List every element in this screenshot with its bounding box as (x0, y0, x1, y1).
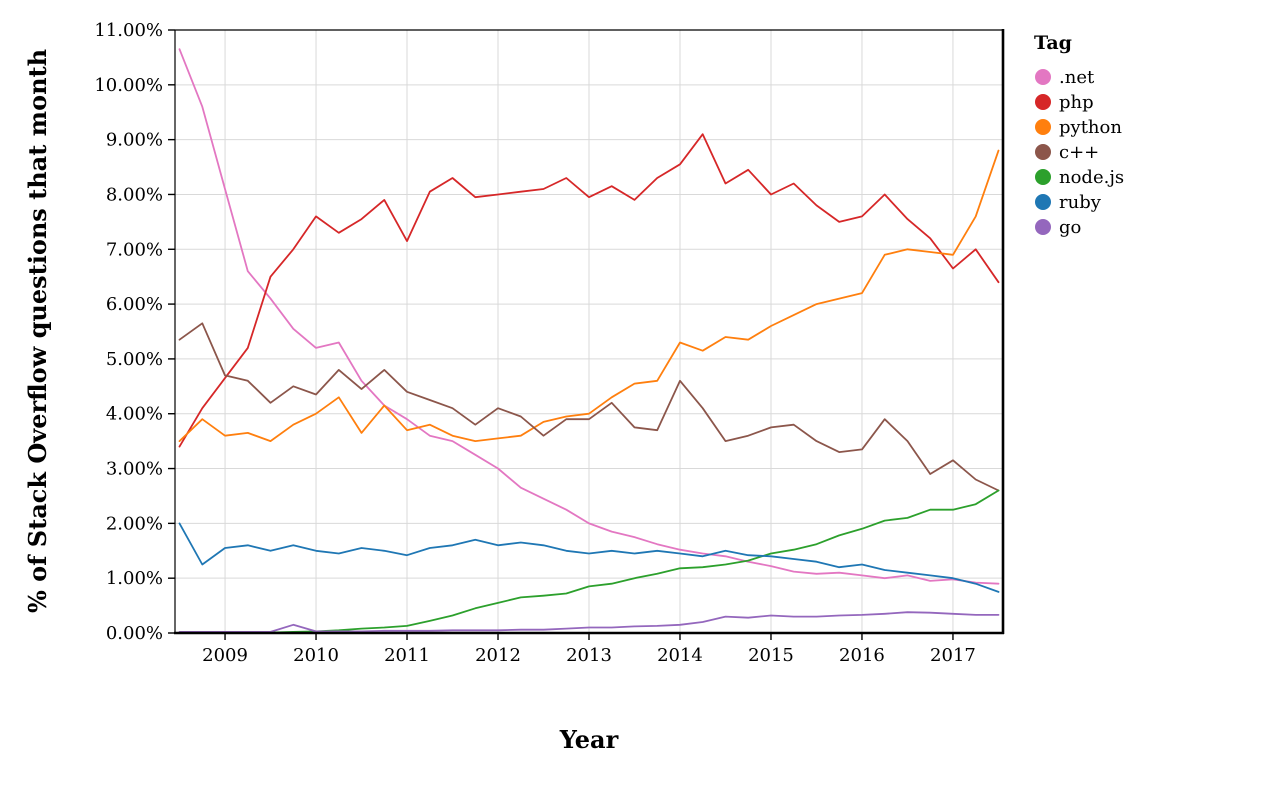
y-tick-label: 4.00% (106, 404, 163, 425)
legend-swatch-go (1035, 219, 1051, 235)
legend-label-node.js: node.js (1059, 167, 1124, 188)
axes: 0.00% 1.00% 2.00% 3.00% 4.00% 5.00% 6.00% 7.00%… (94, 20, 1005, 666)
series-line-python (178, 149, 1000, 443)
x-tick-label: 2009 (202, 645, 248, 666)
series-line-c++ (178, 322, 1000, 492)
x-tick-label: 2011 (384, 645, 430, 666)
y-tick-label: 3.00% (106, 459, 163, 480)
legend-label-.net: .net (1059, 67, 1095, 88)
y-tick-label: 0.00% (106, 623, 163, 644)
legend-swatch-python (1035, 119, 1051, 135)
legend-label-ruby: ruby (1059, 192, 1102, 213)
y-tick-label: 1.00% (106, 568, 163, 589)
series-line-php (178, 133, 1000, 448)
y-tick-label: 6.00% (106, 294, 163, 315)
legend-swatch-c++ (1035, 144, 1051, 160)
y-tick-label: 8.00% (106, 184, 163, 205)
y-tick-label: 5.00% (106, 349, 163, 370)
y-tick-label: 7.00% (106, 239, 163, 260)
legend-label-go: go (1059, 217, 1081, 238)
series-line-ruby (178, 522, 1000, 593)
legend-label-php: php (1059, 92, 1094, 113)
y-tick-label: 9.00% (106, 130, 163, 151)
y-axis-title: % of Stack Overflow questions that month (23, 49, 52, 613)
legend: .net php python c++ node.js ruby go (1035, 67, 1124, 238)
x-tick-label: 2010 (293, 645, 339, 666)
x-tick-label: 2017 (930, 645, 976, 666)
legend-swatch-.net (1035, 69, 1051, 85)
legend-label-python: python (1059, 117, 1122, 138)
x-tick-label: 2015 (748, 645, 794, 666)
gridlines (175, 29, 1003, 634)
legend-swatch-php (1035, 94, 1051, 110)
y-tick-label: 10.00% (94, 75, 163, 96)
legend-swatch-ruby (1035, 194, 1051, 210)
x-tick-label: 2013 (566, 645, 612, 666)
y-tick-label: 11.00% (94, 20, 163, 41)
series-line-.net (178, 48, 1000, 585)
series-lines (178, 48, 1000, 634)
legend-label-c++: c++ (1059, 142, 1099, 163)
y-tick-label: 2.00% (106, 513, 163, 534)
legend-swatch-node.js (1035, 169, 1051, 185)
x-tick-label: 2016 (839, 645, 885, 666)
x-tick-label: 2014 (657, 645, 703, 666)
series-line-go (178, 611, 1000, 633)
x-axis-title: Year (559, 725, 619, 754)
x-tick-label: 2012 (475, 645, 521, 666)
legend-title: Tag (1034, 32, 1072, 54)
